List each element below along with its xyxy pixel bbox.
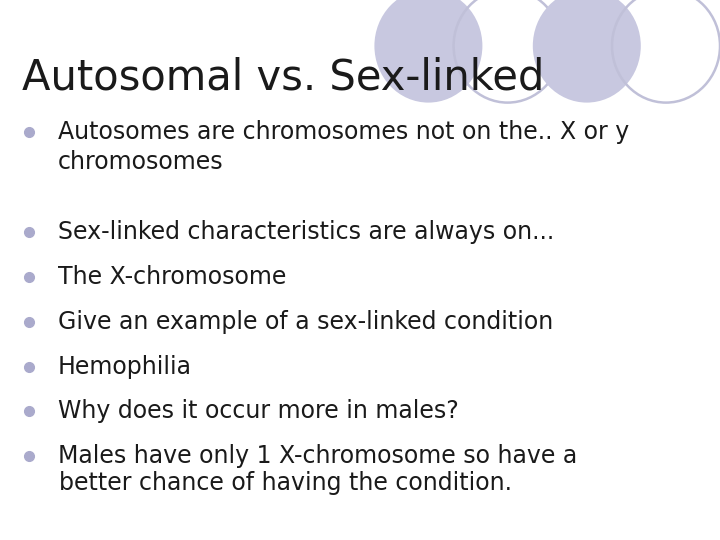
- Text: The X-chromosome: The X-chromosome: [58, 265, 286, 289]
- Text: Sex-linked characteristics are always on...: Sex-linked characteristics are always on…: [58, 220, 554, 244]
- Text: Autosomes are chromosomes not on the.. X or y: Autosomes are chromosomes not on the.. X…: [58, 120, 629, 144]
- Text: Autosomal vs. Sex-linked: Autosomal vs. Sex-linked: [22, 57, 544, 99]
- Text: better chance of having the condition.: better chance of having the condition.: [59, 471, 512, 495]
- Text: Give an example of a sex-linked condition: Give an example of a sex-linked conditio…: [58, 310, 553, 334]
- Ellipse shape: [374, 0, 482, 103]
- Text: Males have only 1 X-chromosome so have a: Males have only 1 X-chromosome so have a: [58, 444, 577, 468]
- Ellipse shape: [533, 0, 641, 103]
- Text: Hemophilia: Hemophilia: [58, 355, 192, 379]
- Text: Why does it occur more in males?: Why does it occur more in males?: [58, 400, 459, 423]
- Text: chromosomes: chromosomes: [58, 150, 223, 174]
